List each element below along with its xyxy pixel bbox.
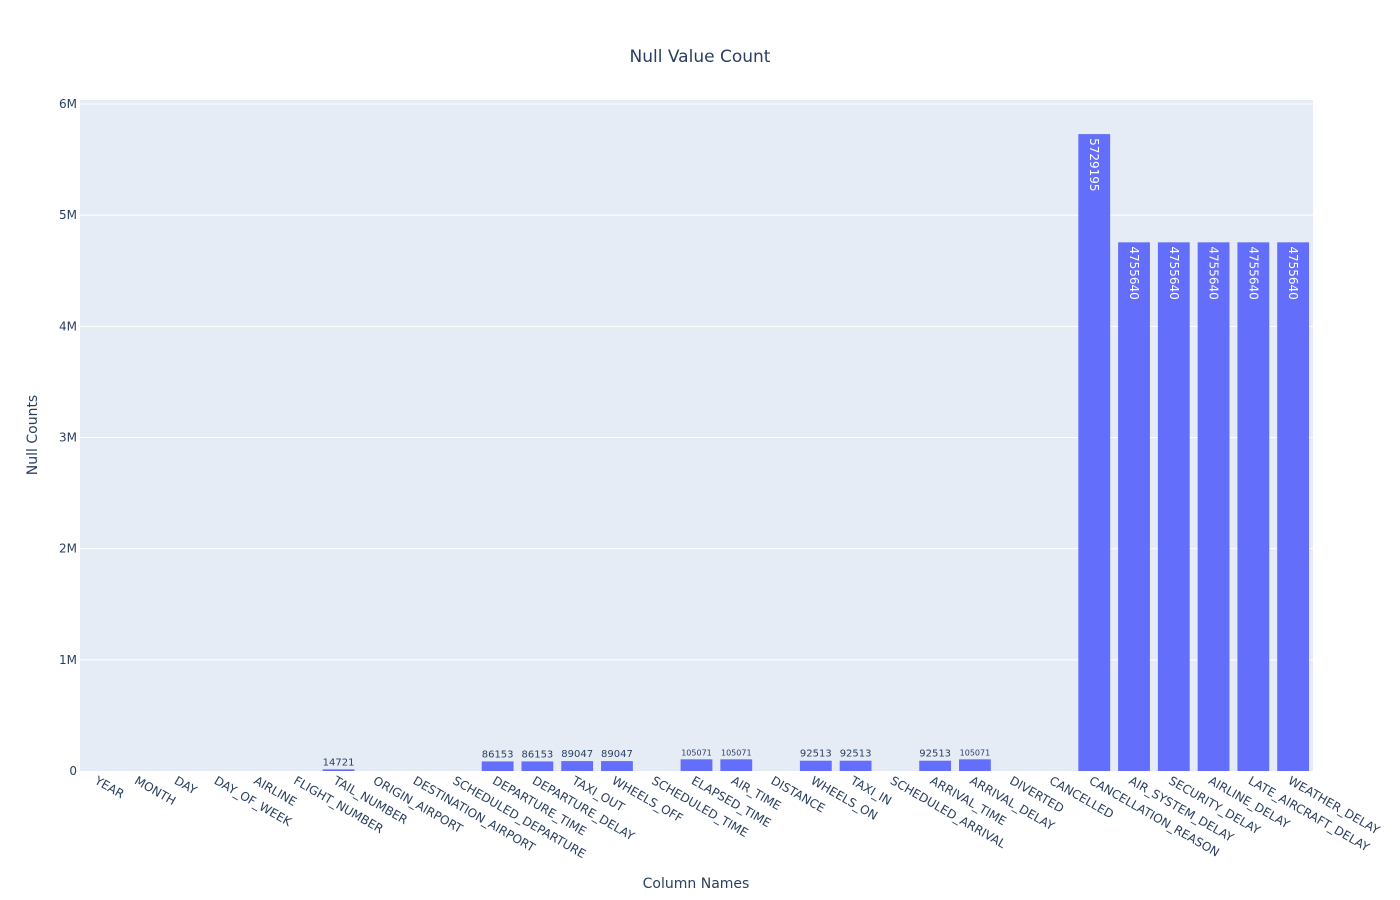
bar-data-label: 86153: [521, 749, 553, 760]
bar: [481, 761, 514, 771]
y-tick-label: 6M: [59, 97, 77, 111]
bar-data-label: 105071: [960, 748, 991, 757]
x-tick-label: YEAR: [92, 773, 127, 801]
bar: [680, 759, 713, 771]
bar: [959, 759, 991, 771]
x-axis-title: Column Names: [643, 876, 750, 892]
bar-data-label: 4755640: [1127, 246, 1141, 299]
y-tick-label: 3M: [59, 431, 77, 445]
y-tick-label: 2M: [59, 542, 77, 556]
bar: [521, 761, 554, 771]
chart-title: Null Value Count: [630, 47, 771, 67]
bar-data-label: 105071: [721, 748, 752, 757]
bar: [720, 759, 753, 771]
bar-data-label: 5729195: [1087, 138, 1101, 191]
y-axis-ticks: 0 1M 2M 3M 4M 5M 6M: [59, 97, 77, 778]
x-tick-label: MONTH: [132, 773, 178, 808]
bar: [1078, 134, 1111, 771]
y-tick-label: 5M: [59, 208, 77, 222]
bar: [1277, 242, 1310, 771]
bar: [1157, 242, 1190, 771]
y-axis-title: Null Counts: [25, 395, 41, 475]
bar: [601, 761, 633, 771]
bar-data-label: 92513: [919, 749, 951, 760]
gridlines: [80, 103, 1313, 661]
bar-data-label: 105071: [681, 748, 712, 757]
bar: [322, 769, 355, 771]
bar-data-label: 86153: [482, 749, 514, 760]
bar-data-label: 14721: [323, 757, 355, 768]
bar-data-label: 89047: [601, 749, 633, 760]
bar-labels: 14721 86153 86153 89047 89047 105071 105071 925…: [323, 138, 1300, 768]
bar: [1237, 242, 1270, 771]
bar-data-label: 4755640: [1167, 246, 1181, 299]
y-tick-label: 4M: [59, 319, 77, 333]
y-tick-label: 1M: [59, 653, 77, 667]
bar: [1197, 242, 1230, 771]
y-tick-label: 0: [69, 764, 77, 778]
bar-data-label: 89047: [561, 749, 593, 760]
bars: [322, 134, 1310, 771]
bar-data-label: 4755640: [1286, 246, 1300, 299]
bar-data-label: 92513: [800, 749, 832, 760]
bar: [561, 761, 594, 771]
bar: [1118, 242, 1150, 771]
bar-data-label: 4755640: [1207, 246, 1221, 299]
bar-data-label: 4755640: [1246, 246, 1260, 299]
bar: [839, 760, 872, 771]
bar: [919, 760, 952, 771]
bar: [799, 760, 832, 771]
bar-data-label: 92513: [840, 749, 872, 760]
